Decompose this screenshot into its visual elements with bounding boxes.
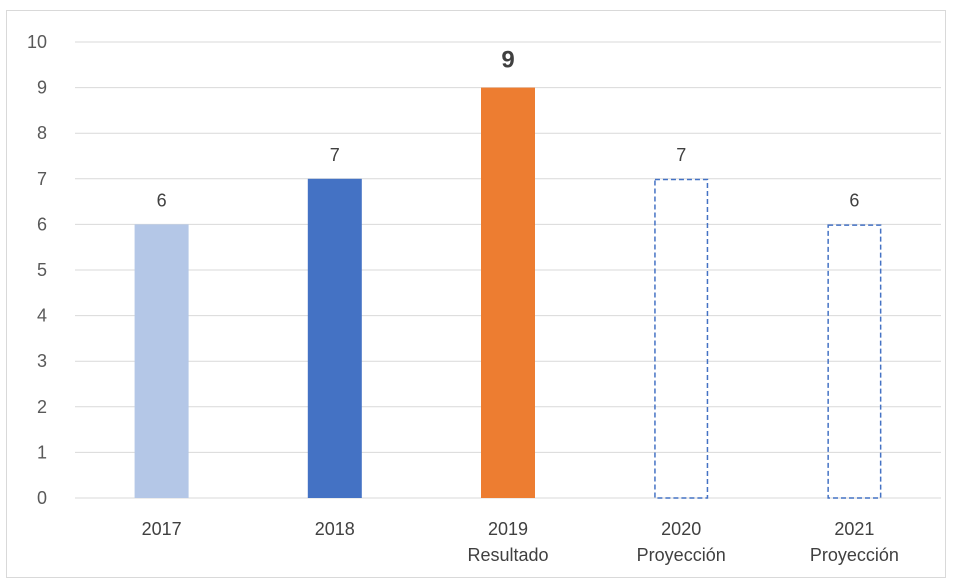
bar [481, 87, 535, 498]
y-tick-label: 4 [37, 306, 47, 326]
y-tick-label: 9 [37, 78, 47, 98]
category-label: Resultado [467, 545, 548, 565]
x-axis-category-labels: 2017 2018 2019 Resultado 2020 Proyección 2021 P… [142, 519, 899, 565]
data-label: 7 [330, 145, 340, 165]
category-label: 2021 [834, 519, 874, 539]
y-tick-label: 0 [37, 488, 47, 508]
y-tick-label: 2 [37, 397, 47, 417]
data-label: 7 [676, 145, 686, 165]
y-tick-label: 7 [37, 169, 47, 189]
y-tick-label: 6 [37, 214, 47, 234]
category-label: Proyección [637, 545, 726, 565]
chart-frame: 0 1 2 3 4 5 6 7 8 9 10 6 7 9 7 6 2017 2018 2019 Resultado… [6, 10, 946, 578]
bar [654, 178, 709, 499]
data-label: 9 [501, 47, 514, 74]
bar [134, 224, 189, 498]
y-tick-label: 10 [27, 32, 47, 52]
data-labels: 6 7 9 7 6 [157, 47, 860, 211]
category-label: Proyección [810, 545, 899, 565]
y-tick-label: 8 [37, 123, 47, 143]
y-tick-label: 3 [37, 351, 47, 371]
y-tick-label: 5 [37, 260, 47, 280]
y-axis-tick-labels: 0 1 2 3 4 5 6 7 8 9 10 [27, 32, 47, 508]
y-tick-label: 1 [37, 442, 47, 462]
data-label: 6 [849, 190, 859, 210]
bar-chart: 0 1 2 3 4 5 6 7 8 9 10 6 7 9 7 6 2017 2018 2019 Resultado… [27, 32, 941, 565]
category-label: 2019 [488, 519, 528, 539]
data-label: 6 [157, 190, 167, 210]
bar [307, 178, 362, 499]
bars [134, 87, 882, 499]
category-label: 2020 [661, 519, 701, 539]
category-label: 2018 [315, 519, 355, 539]
category-label: 2017 [142, 519, 182, 539]
bar [827, 224, 882, 499]
